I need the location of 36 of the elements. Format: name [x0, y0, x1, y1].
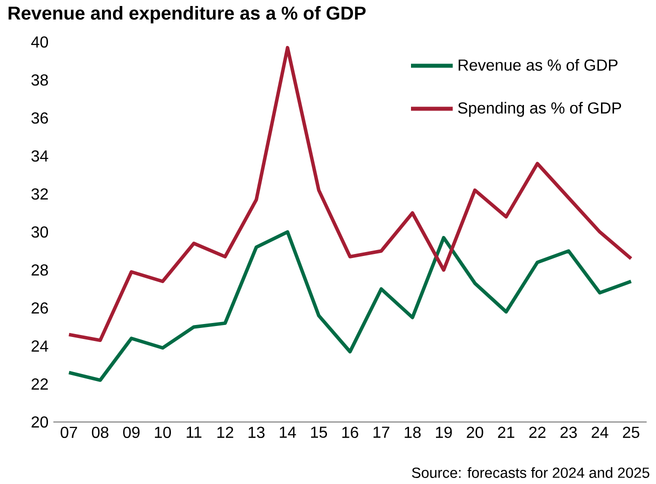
x-tick-label: 12	[217, 426, 234, 438]
x-tick-label: 13	[248, 426, 265, 438]
line-series	[67, 46, 633, 342]
x-tick-label: 07	[60, 426, 78, 438]
y-tick-label: 26	[32, 302, 48, 314]
y-tick-label: 22	[32, 378, 48, 390]
x-tick-label: 16	[342, 426, 358, 438]
x-tick-label: 25	[622, 426, 640, 438]
x-tick-label: 20	[466, 426, 484, 438]
x-tick-label: 15	[311, 426, 327, 438]
line-series	[67, 230, 633, 382]
y-tick-label: 28	[32, 264, 48, 276]
x-tick-label: 19	[436, 426, 452, 438]
legend-label: Spending as % of GDP	[458, 102, 622, 117]
y-tick-label: 20	[32, 416, 48, 428]
x-tick-label: 21	[498, 426, 514, 438]
y-tick-label: 38	[31, 74, 48, 86]
y-tick-label: 40	[31, 36, 48, 48]
x-tick-label: 08	[92, 426, 108, 438]
chart-title: Revenue and expenditure as a % of GDP	[8, 6, 366, 24]
y-tick-label: 32	[31, 188, 48, 200]
y-tick-label: 36	[31, 112, 48, 124]
x-tick-label: 11	[186, 426, 202, 438]
x-tick-label: 23	[560, 426, 577, 438]
x-tick-label: 22	[529, 426, 546, 438]
y-tick-label: 24	[32, 340, 48, 352]
x-tick-label: 09	[123, 426, 140, 438]
x-tick-label: 10	[154, 426, 171, 438]
source-note: Source: forecasts for 2024 and 2025	[412, 467, 650, 478]
x-tick-label: 18	[404, 426, 421, 438]
y-tick-label: 34	[31, 150, 48, 162]
x-tick-label: 14	[280, 426, 296, 438]
x-tick-label: 17	[374, 426, 390, 438]
y-tick-label: 30	[31, 226, 48, 238]
x-tick-label: 24	[592, 426, 608, 438]
legend-label: Revenue as % of GDP	[458, 58, 618, 71]
